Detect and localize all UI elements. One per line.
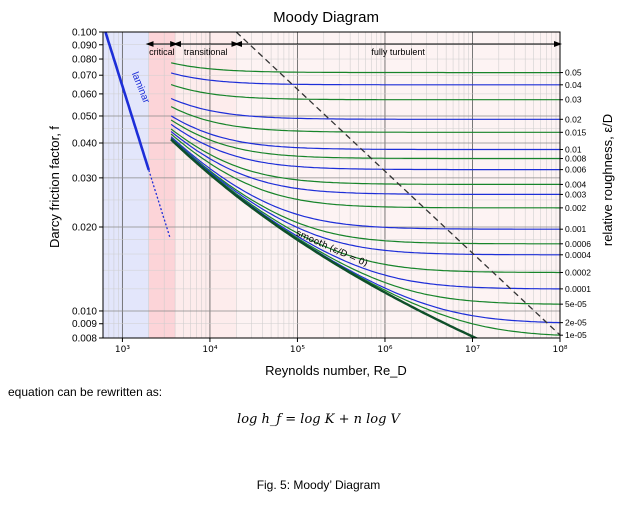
roughness-tick-label: 0.0004 (565, 250, 591, 260)
y-tick-label: 0.050 (72, 111, 97, 122)
roughness-tick-label: 0.0001 (565, 284, 591, 294)
y-tick-label: 0.090 (72, 40, 97, 51)
y-tick-label: 0.070 (72, 71, 97, 82)
y-tick-label: 0.008 (72, 334, 97, 345)
roughness-curve (170, 97, 560, 120)
x-tick-label: 10³ (115, 345, 130, 355)
roughness-curve (170, 137, 560, 256)
roughness-curve (170, 62, 560, 74)
roughness-tick-label: 0.01 (565, 145, 582, 155)
roughness-tick-label: 0.0006 (565, 239, 591, 249)
laminar-line (104, 32, 151, 171)
figure-caption: Fig. 5: Moody’ Diagram (256, 478, 381, 492)
roughness-tick-label: 1e-05 (565, 330, 587, 340)
roughness-curve (170, 137, 560, 245)
roughness-curve (170, 133, 560, 209)
fully-turbulent-boundary (235, 31, 561, 336)
region-label: fully turbulent (371, 47, 425, 57)
x-tick-label: 10⁸ (552, 345, 567, 355)
roughness-curve (170, 106, 560, 133)
roughness-tick-label: 0.03 (565, 95, 582, 105)
roughness-tick-label: 0.006 (565, 165, 587, 175)
y-tick-label: 0.080 (72, 55, 97, 66)
region-laminar (103, 32, 149, 338)
roughness-curve (170, 72, 560, 86)
roughness-curve (170, 131, 560, 195)
y-tick-label: 0.010 (72, 306, 97, 317)
y-tick-label: 0.020 (72, 222, 97, 233)
x-tick-label: 10⁶ (377, 345, 392, 355)
y-tick-label: 0.060 (72, 89, 97, 100)
roughness-tick-label: 0.004 (565, 179, 587, 189)
plot-frame (102, 31, 561, 339)
roughness-tick-label: 0.04 (565, 80, 582, 90)
roughness-curve (170, 128, 560, 185)
roughness-curves (104, 32, 560, 338)
roughness-curve (170, 123, 560, 171)
roughness-curve (170, 119, 560, 160)
roughness-tick-label: 0.02 (565, 114, 582, 124)
roughness-tick-label: 0.0002 (565, 267, 591, 277)
chart-title: Moody Diagram (273, 9, 379, 26)
roughness-tick-label: 0.003 (565, 189, 587, 199)
region-label: transitional (184, 47, 228, 57)
roughness-tick-label: 0.05 (565, 68, 582, 78)
roughness-curve (170, 136, 560, 230)
roughness-tick-label: 2e-05 (565, 318, 587, 328)
roughness-tick-label: 5e-05 (565, 299, 587, 309)
equation: log h_f = log K + n log V (237, 412, 400, 427)
roughness-tick-label: 0.008 (565, 154, 587, 164)
y-tick-label: 0.040 (72, 139, 97, 150)
roughness-tick-label: 0.001 (565, 224, 587, 234)
y-axis-label: Darcy friction factor, f (47, 126, 62, 248)
smooth-pipe-curve (170, 138, 479, 338)
y-tick-label: 0.100 (72, 28, 97, 39)
roughness-curve (170, 115, 560, 151)
x-axis-label: Reynolds number, Re_D (265, 363, 407, 378)
x-tick-label: 10⁴ (202, 345, 217, 355)
right-axis-label: relative roughness, ε/D (600, 114, 615, 246)
region-critical (148, 32, 176, 338)
caption-intro-text: equation can be rewritten as: (8, 385, 163, 399)
roughness-tick-label: 0.002 (565, 203, 587, 213)
region-label: critical (149, 47, 175, 57)
y-tick-label: 0.009 (72, 319, 97, 330)
x-tick-label: 10⁵ (290, 345, 305, 355)
roughness-tick-label: 0.015 (565, 127, 587, 137)
moody-diagram-chart: critical transitional fully turbulentlamin… (47, 9, 615, 378)
roughness-curve (170, 84, 560, 101)
y-tick-label: 0.030 (72, 173, 97, 184)
x-tick-label: 10⁷ (465, 345, 480, 355)
roughness-curve (170, 138, 560, 274)
